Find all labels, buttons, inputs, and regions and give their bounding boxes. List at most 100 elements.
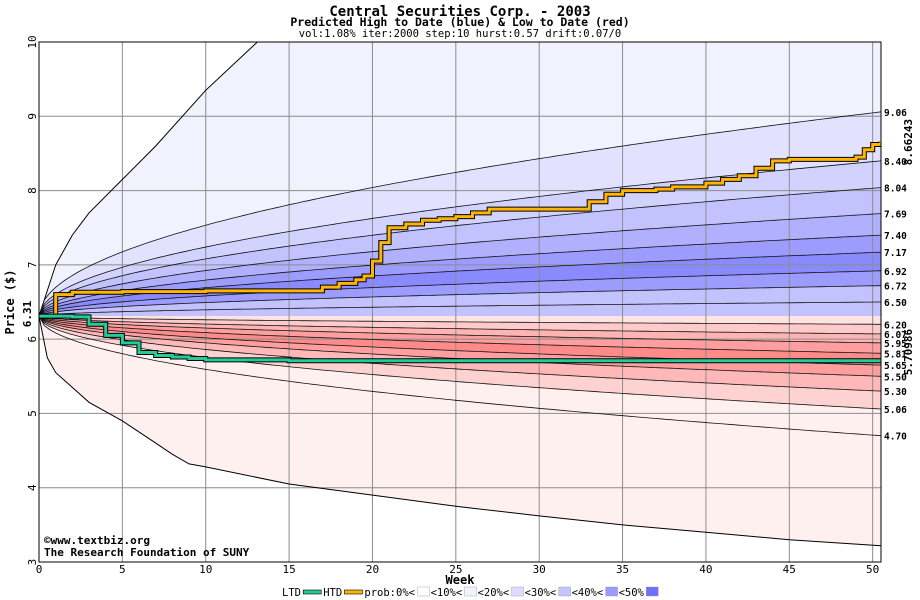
- end-level-label: 6.07: [884, 330, 907, 341]
- start-price-label: 6.31: [21, 300, 34, 327]
- chart-subtitle: Predicted High to Date (blue) & Low to D…: [290, 15, 629, 29]
- legend-swatch: [417, 586, 430, 597]
- high-band-8: [39, 285, 881, 317]
- end-level-label: 5.30: [884, 387, 907, 398]
- y-tick-8: 8: [26, 187, 39, 194]
- end-level-label: 6.92: [884, 267, 907, 278]
- band-edge-3: [39, 213, 881, 317]
- x-axis-label: Week: [446, 573, 476, 587]
- high-band-7: [39, 270, 881, 317]
- legend-swatch: [646, 586, 659, 597]
- low-band-6: [39, 316, 881, 392]
- x-tick-5: 5: [119, 563, 126, 576]
- end-level-label: 5.81: [884, 349, 907, 360]
- high-band-5: [39, 235, 881, 317]
- legend-swatch: [302, 589, 322, 595]
- high-band-6: [39, 252, 881, 317]
- low-band-4: [39, 316, 881, 366]
- low-band-3: [39, 316, 881, 354]
- end-level-label: 9.06: [884, 108, 907, 119]
- copyright-annotation: ©www.textbiz.org: [44, 534, 150, 547]
- x-tick-15: 15: [282, 563, 295, 576]
- band-edge-11: [39, 315, 881, 344]
- end-level-labels: 9.06 8.40 8.04 7.69 7.40 7.17 6.92 6.72 6.50 6.20…: [884, 108, 907, 443]
- x-tick-30: 30: [533, 563, 546, 576]
- legend-item-5: <30%<: [525, 586, 571, 599]
- band-edge-10: [39, 315, 881, 335]
- x-tick-50: 50: [866, 563, 879, 576]
- y-tick-9: 9: [26, 113, 39, 120]
- end-level-label: 5.50: [884, 372, 907, 383]
- high-band-9: [39, 302, 881, 317]
- legend-item-7: <50%: [619, 586, 659, 599]
- band-edge-2: [39, 187, 881, 317]
- band-edge-17: [39, 315, 881, 437]
- y-tick-6: 6: [26, 336, 39, 343]
- band-edge-6: [39, 270, 881, 317]
- legend-swatch: [464, 586, 477, 597]
- band-edge-8: [39, 301, 881, 317]
- legend-swatch: [344, 589, 363, 595]
- high-band-3: [39, 187, 881, 317]
- legend-label: prob:0%<: [364, 587, 415, 599]
- chart-legend: LTD HTD prob:0%< <10%< <20%< <30%< <40%< <50%: [282, 586, 659, 599]
- series-ltd: [39, 314, 881, 363]
- x-tick-40: 40: [699, 563, 712, 576]
- legend-label: <20%<: [478, 587, 510, 599]
- series-lines: [39, 141, 881, 364]
- x-tick-35: 35: [616, 563, 629, 576]
- end-level-label: 8.40: [884, 157, 907, 168]
- band-edge-12: [39, 315, 881, 354]
- legend-label: <50%: [619, 587, 645, 599]
- plot-frame: [38, 41, 882, 563]
- end-level-label: 8.04: [884, 184, 907, 195]
- band-edge-9: [39, 315, 881, 325]
- end-level-label: 7.69: [884, 210, 907, 221]
- x-tick-25: 25: [449, 563, 462, 576]
- end-level-label: 6.20: [884, 320, 907, 331]
- y-tick-4: 4: [26, 484, 39, 491]
- outer-envelope-1: [39, 316, 881, 547]
- foundation-annotation: The Research Foundation of SUNY: [44, 546, 250, 559]
- ltd-end-value-label: 5.70986: [902, 328, 915, 375]
- x-axis-ticks: 0 5 10 15 20 25 30 35 40 45 50: [36, 563, 880, 576]
- band-edge-4: [39, 234, 881, 317]
- band-edge-15: [39, 315, 881, 392]
- legend-label: LTD: [282, 587, 301, 599]
- legend-item-1: HTD: [323, 587, 363, 599]
- end-level-label: 6.50: [884, 298, 907, 309]
- y-tick-3: 3: [26, 559, 39, 566]
- chart-params: vol:1.08% iter:2000 step:10 hurst:0.57 d…: [299, 28, 621, 40]
- band-edge-7: [39, 285, 881, 317]
- x-tick-10: 10: [199, 563, 212, 576]
- end-level-label: 4.70: [884, 432, 907, 443]
- legend-label: <10%<: [431, 587, 463, 599]
- high-band-2: [39, 160, 881, 317]
- band-edge-16: [39, 315, 881, 410]
- legend-item-0: LTD: [282, 587, 322, 599]
- legend-label: <40%<: [572, 587, 604, 599]
- chart-title: Central Securities Corp. - 2003: [329, 4, 590, 20]
- y-tick-10: 10: [26, 35, 39, 48]
- end-level-label: 7.17: [884, 248, 907, 259]
- high-band-1: [39, 111, 881, 317]
- low-probability-bands: [39, 316, 881, 546]
- low-band-2: [39, 316, 881, 343]
- legend-item-6: <40%<: [572, 586, 618, 599]
- low-band-9: [39, 316, 881, 546]
- legend-swatch: [558, 586, 571, 597]
- x-tick-45: 45: [783, 563, 796, 576]
- y-tick-7: 7: [26, 262, 39, 269]
- band-edge-0: [39, 111, 881, 317]
- end-level-label: 5.95: [884, 339, 907, 350]
- legend-item-2: prob:0%<: [364, 586, 430, 599]
- y-axis-label: Price ($): [3, 269, 17, 334]
- legend-label: HTD: [323, 587, 342, 599]
- low-band-7: [39, 316, 881, 409]
- legend-swatch: [605, 586, 618, 597]
- high-band-4: [39, 213, 881, 317]
- x-tick-20: 20: [366, 563, 379, 576]
- end-level-label: 5.65: [884, 361, 907, 372]
- y-tick-5: 5: [26, 410, 39, 417]
